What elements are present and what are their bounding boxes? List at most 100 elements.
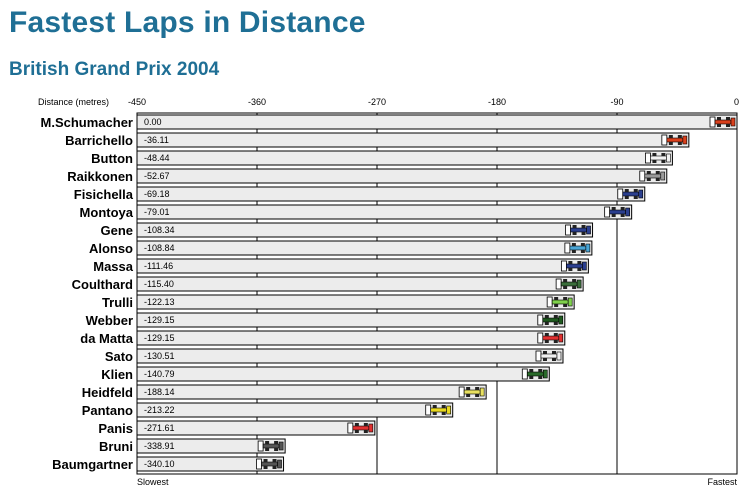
bars: M.Schumacher 0.00 Barrichello -36.11 Button -… [41,114,738,472]
bar-row: Webber -129.15 [86,312,566,328]
plot-frame [136,112,738,475]
driver-label: Massa [93,259,134,274]
x-tick-label: 0 [734,97,739,107]
x-tick-label: -450 [128,97,146,107]
bar [136,150,673,166]
value-label: 0.00 [144,117,162,127]
value-label: -36.11 [144,135,169,145]
driver-label: Sato [105,349,133,364]
bar-row: Pantano -213.22 [82,402,454,418]
bar-row: Panis -271.61 [98,420,376,436]
bar [136,132,690,148]
bar-row: Button -48.44 [91,150,673,166]
driver-label: Montoya [80,205,134,220]
f1-car-icon [709,116,736,128]
driver-label: Pantano [82,403,133,418]
f1-car-icon [565,224,591,236]
value-label: -108.34 [144,225,175,235]
value-label: -130.51 [144,351,175,361]
page-title: Fastest Laps in Distance [9,6,366,39]
driver-label: Gene [100,223,133,238]
bar-row: Baumgartner -340.10 [52,456,285,472]
value-label: -140.79 [144,369,175,379]
bar-row: Fisichella -69.18 [74,186,646,202]
f1-car-icon [521,368,548,380]
x-tick-label: -180 [488,97,506,107]
value-label: -108.84 [144,243,175,253]
driver-label: Coulthard [72,277,133,292]
bar-row: Heidfeld -188.14 [82,384,487,400]
bar-row: Gene -108.34 [100,222,594,238]
driver-label: Webber [86,313,133,328]
page-subtitle: British Grand Prix 2004 [9,59,220,80]
value-label: -338.91 [144,441,175,451]
bar [136,456,285,472]
bar-row: Montoya -79.01 [80,204,633,220]
bar [136,240,593,256]
f1-car-icon [347,422,374,434]
bar [136,168,668,184]
value-label: -340.10 [144,459,175,469]
bar [136,294,575,310]
bar [136,204,633,220]
f1-car-icon [604,206,630,218]
bar [136,348,564,364]
f1-car-icon [639,170,666,182]
driver-label: da Matta [80,331,134,346]
value-label: -213.22 [144,405,175,415]
value-label: -129.15 [144,333,175,343]
bar-row: Alonso -108.84 [89,240,593,256]
driver-label: Trulli [102,295,133,310]
f1-car-icon [546,296,573,308]
bar [136,186,646,202]
f1-car-icon [257,440,284,452]
bar [136,402,454,418]
f1-car-icon [617,188,644,200]
bar [136,276,584,292]
driver-label: Alonso [89,241,133,256]
f1-car-icon [425,404,452,416]
x-tick-label: -90 [610,97,623,107]
value-label: -69.18 [144,189,170,199]
f1-car-icon [537,314,564,326]
bar-row: Klien -140.79 [101,366,550,382]
x-tick-label: -270 [368,97,386,107]
driver-label: Heidfeld [82,385,133,400]
bar [136,438,286,454]
bar [136,366,550,382]
value-label: -271.61 [144,423,175,433]
gridlines [136,112,738,475]
slowest-label: Slowest [137,477,169,487]
bar [136,384,487,400]
bar [136,312,566,328]
f1-car-icon [535,350,562,362]
value-label: -129.15 [144,315,175,325]
f1-car-icon [564,242,591,254]
bar [136,330,566,346]
bar-row: M.Schumacher 0.00 [41,114,738,130]
bar-row: Barrichello -36.11 [65,132,690,148]
value-label: -115.40 [144,279,174,289]
bar [136,420,376,436]
f1-car-icon [537,332,564,344]
x-axis-label: Distance (metres) [38,97,109,107]
value-label: -52.67 [144,171,170,181]
bar-row: Sato -130.51 [105,348,564,364]
driver-label: Bruni [99,439,133,454]
driver-label: Barrichello [65,133,133,148]
value-label: -188.14 [144,387,175,397]
x-tick-label: -360 [248,97,266,107]
bar [136,258,589,274]
f1-car-icon [645,152,671,164]
bar-row: Raikkonen -52.67 [67,168,668,184]
f1-car-icon [661,134,688,146]
bar-row: Coulthard -115.40 [72,276,584,292]
driver-label: Baumgartner [52,457,133,472]
bar [136,114,738,130]
bar-row: Trulli -122.13 [102,294,575,310]
f1-car-icon [458,386,485,398]
value-label: -79.01 [144,207,170,217]
driver-label: Klien [101,367,133,382]
driver-label: M.Schumacher [41,115,133,130]
